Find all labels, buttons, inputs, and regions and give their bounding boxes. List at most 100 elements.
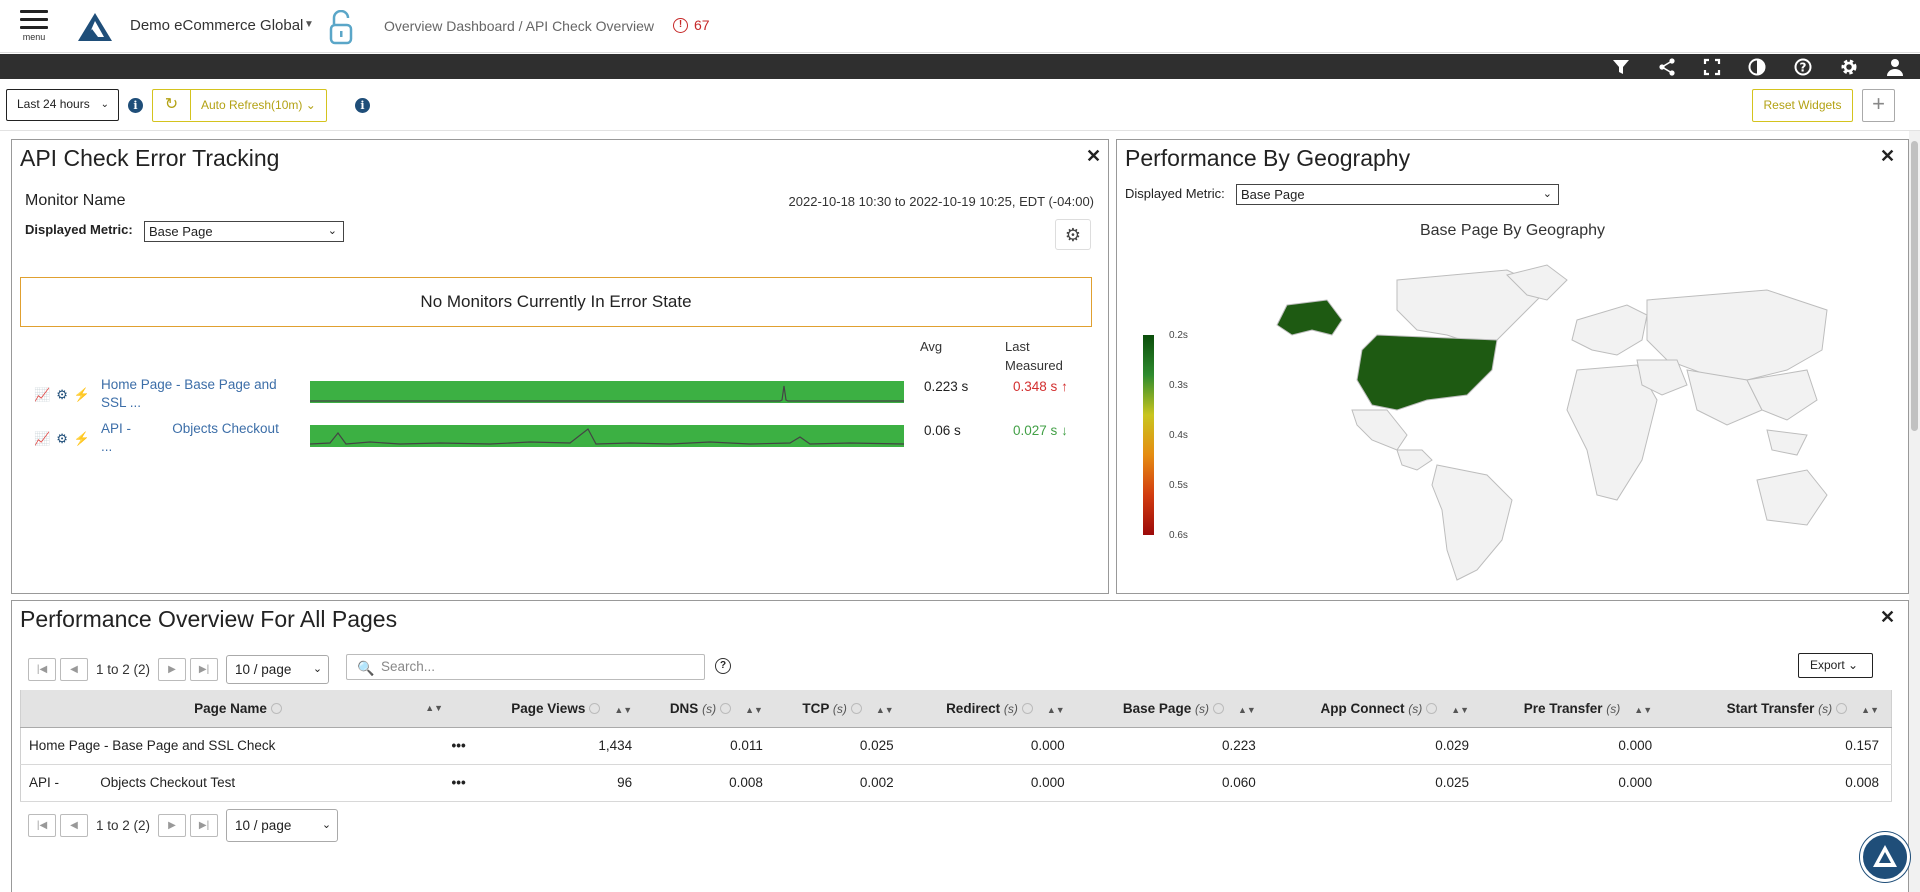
error-tracking-widget: API Check Error Tracking ✕ Monitor Name … bbox=[11, 139, 1109, 594]
alert-count: 67 bbox=[694, 17, 710, 33]
monitor-link[interactable]: API - Objects Checkout ... bbox=[101, 421, 279, 454]
top-pager: |◀ ◀ 1 to 2 (2) ▶ ▶| 10 / page ⌄ bbox=[28, 655, 330, 684]
avg-value: 0.06 s bbox=[924, 423, 961, 438]
mexico bbox=[1351, 409, 1408, 451]
geography-widget: Performance By Geography ✕ Displayed Met… bbox=[1116, 139, 1909, 594]
widget-settings-button[interactable]: ⚙ bbox=[1055, 219, 1091, 250]
column-header-page-views[interactable]: Page Views ▲▼ bbox=[455, 690, 645, 728]
chevron-down-icon: ⌄ bbox=[1848, 658, 1859, 672]
auto-refresh-control[interactable]: ↻ Auto Refresh(10m) ⌄ bbox=[152, 89, 327, 122]
last-page-button[interactable]: ▶| bbox=[190, 658, 219, 681]
displayed-metric-select[interactable]: Base Page ⌄ bbox=[1236, 184, 1559, 205]
sparkline-chart bbox=[309, 425, 905, 447]
monitor-link[interactable]: Home Page - Base Page and SSL ... bbox=[101, 377, 277, 410]
unlock-icon[interactable] bbox=[328, 10, 354, 46]
monitor-row: 📈⚙⚡ API - Objects Checkout ... 0.06 s 0.… bbox=[20, 420, 1100, 460]
search-icon: 🔍 bbox=[357, 660, 375, 676]
menu-button[interactable]: menu bbox=[20, 10, 48, 42]
metric-value: Base Page bbox=[149, 224, 213, 239]
table-header-row: Page Name ▲▼ Page Views ▲▼ DNS (s) ▲▼ TCP (… bbox=[20, 690, 1893, 728]
avg-column-header: Avg bbox=[920, 339, 943, 354]
more-options-icon[interactable]: ••• bbox=[451, 738, 466, 753]
chevron-down-icon: ⌄ bbox=[327, 225, 337, 237]
first-page-button[interactable]: |◀ bbox=[28, 658, 56, 681]
chevron-down-icon[interactable]: ▼ bbox=[304, 19, 314, 30]
displayed-metric-label: Displayed Metric: bbox=[25, 222, 133, 237]
auto-refresh-label: Auto Refresh(10m) bbox=[201, 98, 303, 112]
column-header-start-transfer[interactable]: Start Transfer (s) ▲▼ bbox=[1664, 690, 1893, 728]
time-range-select[interactable]: Last 24 hours ⌄ bbox=[6, 89, 119, 121]
world-map[interactable] bbox=[1247, 260, 1847, 590]
map-title: Base Page By Geography bbox=[1419, 222, 1605, 239]
scrollbar-thumb[interactable] bbox=[1911, 141, 1918, 431]
refresh-info-icon[interactable]: i bbox=[355, 98, 370, 113]
metric-value: Base Page bbox=[1241, 187, 1305, 202]
legend-label: 0.5s bbox=[1169, 480, 1188, 491]
close-icon[interactable]: ✕ bbox=[1880, 146, 1896, 166]
share-icon[interactable] bbox=[1657, 57, 1677, 77]
close-icon[interactable]: ✕ bbox=[1880, 607, 1896, 627]
prev-page-button[interactable]: ◀ bbox=[60, 814, 88, 837]
displayed-metric-select[interactable]: Base Page ⌄ bbox=[144, 221, 344, 242]
column-header-tcp[interactable]: TCP (s) ▲▼ bbox=[774, 690, 906, 728]
bolt-icon: ⚡ bbox=[73, 431, 97, 446]
reset-widgets-button[interactable]: Reset Widgets bbox=[1752, 89, 1853, 122]
contrast-icon[interactable] bbox=[1747, 57, 1767, 77]
south-america bbox=[1431, 464, 1513, 581]
user-icon[interactable] bbox=[1885, 57, 1905, 77]
start-transfer-cell: 0.157 bbox=[1664, 727, 1893, 765]
prev-page-button[interactable]: ◀ bbox=[60, 658, 88, 681]
last-page-button[interactable]: ▶| bbox=[190, 814, 219, 837]
settings-gear-icon[interactable] bbox=[1839, 57, 1859, 77]
base-page-cell: 0.060 bbox=[1076, 764, 1268, 802]
time-range-value: Last 24 hours bbox=[17, 97, 90, 111]
column-header-pre-transfer[interactable]: Pre Transfer (s) ▲▼ bbox=[1481, 690, 1665, 728]
help-icon[interactable]: ? bbox=[715, 658, 731, 674]
gear-icon: ⚙ bbox=[1064, 225, 1082, 245]
fullscreen-icon[interactable] bbox=[1702, 57, 1722, 77]
next-page-button[interactable]: ▶ bbox=[158, 814, 187, 837]
add-widget-button[interactable]: + bbox=[1862, 89, 1895, 122]
more-options-icon[interactable]: ••• bbox=[451, 775, 466, 790]
last-column-header: Last Measured bbox=[1005, 339, 1063, 373]
column-header-dns[interactable]: DNS (s) ▲▼ bbox=[644, 690, 775, 728]
filter-icon[interactable] bbox=[1611, 57, 1631, 77]
column-header-base-page[interactable]: Base Page (s) ▲▼ bbox=[1076, 690, 1268, 728]
chat-launcher-button[interactable] bbox=[1860, 832, 1910, 882]
column-header-app-connect[interactable]: App Connect (s) ▲▼ bbox=[1267, 690, 1482, 728]
usa bbox=[1356, 334, 1498, 411]
page-scrollbar[interactable] bbox=[1909, 131, 1920, 892]
redirect-cell: 0.000 bbox=[905, 727, 1077, 765]
search-input[interactable]: 🔍 Search... bbox=[346, 654, 705, 680]
app-connect-cell: 0.029 bbox=[1267, 727, 1482, 765]
export-button[interactable]: Export ⌄ bbox=[1798, 653, 1873, 678]
menu-label: menu bbox=[22, 32, 46, 42]
pager-text: 1 to 2 (2) bbox=[96, 818, 151, 833]
table-row: API - Objects Checkout Test ••• 96 0.008 … bbox=[20, 764, 1893, 802]
refresh-icon[interactable]: ↻ bbox=[153, 90, 191, 120]
chevron-down-icon: ⌄ bbox=[312, 663, 323, 675]
per-page-select[interactable]: 10 / page ⌄ bbox=[226, 655, 330, 684]
monitor-row-actions[interactable]: 📈⚙⚡ bbox=[34, 387, 96, 403]
pre-transfer-cell: 0.000 bbox=[1481, 764, 1665, 802]
alaska bbox=[1276, 299, 1343, 336]
close-icon[interactable]: ✕ bbox=[1086, 146, 1102, 166]
australia bbox=[1756, 469, 1828, 526]
legend-label: 0.6s bbox=[1169, 530, 1188, 541]
alert-indicator[interactable]: ! 67 bbox=[673, 17, 710, 33]
first-page-button[interactable]: |◀ bbox=[28, 814, 56, 837]
last-measured-value: 0.027 s ↓ bbox=[1013, 423, 1068, 438]
base-page-cell: 0.223 bbox=[1076, 727, 1268, 765]
column-header-page-name[interactable]: Page Name ▲▼ bbox=[20, 690, 456, 728]
arrow-down-icon: ↓ bbox=[1061, 423, 1068, 438]
breadcrumb[interactable]: Overview Dashboard / API Check Overview bbox=[384, 18, 654, 34]
column-header-redirect[interactable]: Redirect (s) ▲▼ bbox=[905, 690, 1077, 728]
company-name[interactable]: Demo eCommerce Global bbox=[130, 17, 304, 34]
svg-text:?: ? bbox=[1800, 61, 1807, 75]
per-page-select[interactable]: 10 / page ⌄ bbox=[226, 809, 339, 842]
monitor-row-actions[interactable]: 📈⚙⚡ bbox=[34, 431, 96, 447]
chart-icon: 📈 bbox=[34, 431, 57, 446]
help-icon[interactable]: ? bbox=[1793, 57, 1813, 77]
time-info-icon[interactable]: i bbox=[128, 98, 143, 113]
next-page-button[interactable]: ▶ bbox=[158, 658, 187, 681]
